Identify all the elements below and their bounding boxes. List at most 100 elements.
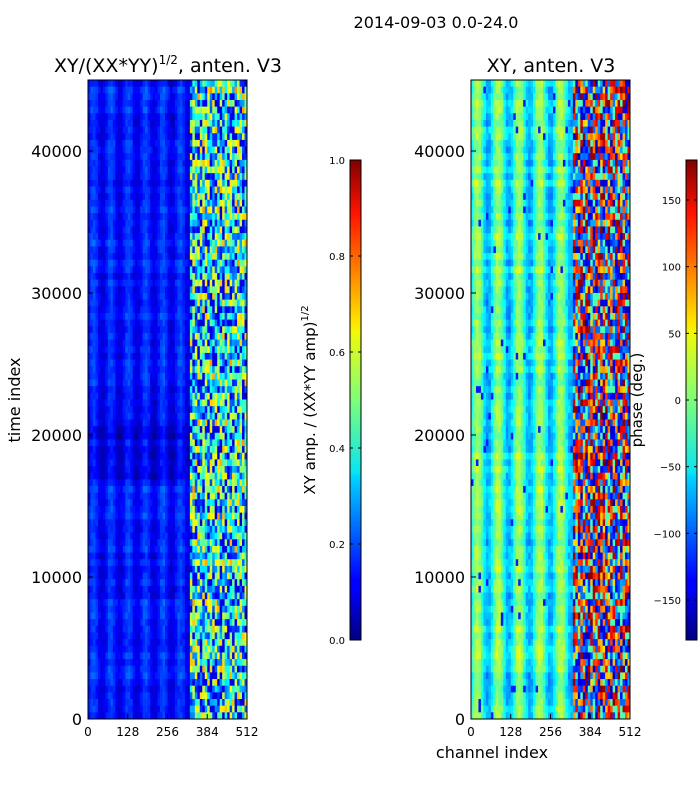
heatmap-cell [135,166,139,174]
heatmap-cell [199,459,203,467]
heatmap-cell [155,153,158,161]
heatmap-cell [217,492,221,500]
heatmap-cell [110,213,114,221]
heatmap-cell [174,246,178,254]
heatmap-cell [112,266,116,274]
heatmap-cell [224,379,228,387]
heatmap-cell [189,113,193,121]
heatmap-cell [177,592,181,600]
heatmap-cell [147,572,151,580]
heatmap-cell [110,572,114,580]
heatmap-cell [107,80,111,88]
heatmap-cell [135,506,139,514]
heatmap-cell [222,466,226,474]
heatmap-cell [150,446,153,454]
heatmap-cell [88,352,91,360]
heatmap-cell [97,565,101,573]
heatmap-cell [132,412,136,420]
heatmap-cell [179,439,183,447]
heatmap-cell [95,359,99,367]
heatmap-cell [167,273,171,281]
heatmap-cell [102,206,106,214]
heatmap-cell [92,572,96,580]
heatmap-cell [140,585,144,593]
heatmap-cell [117,166,121,174]
heatmap-cell [204,286,208,294]
heatmap-cell [174,352,178,360]
heatmap-cell [187,399,191,407]
heatmap-cell [199,366,203,374]
heatmap-cell [202,432,206,440]
heatmap-cell [142,519,146,527]
heatmap-cell [88,432,91,440]
heatmap-cell [234,552,238,560]
heatmap-cell [239,379,243,387]
heatmap-cell [189,466,193,474]
heatmap-cell [194,339,198,347]
heatmap-cell [172,306,176,314]
heatmap-cell [204,486,208,494]
heatmap-cell [222,392,226,400]
heatmap-cell [142,579,146,587]
heatmap-cell [110,139,114,147]
heatmap-cell [234,306,238,314]
heatmap-cell [97,406,101,414]
heatmap-cell [152,306,156,314]
heatmap-cell [105,506,109,514]
heatmap-cell [105,306,109,314]
heatmap-cell [110,559,114,567]
heatmap-cell [90,306,94,314]
heatmap-cell [202,379,206,387]
heatmap-cell [179,99,183,108]
heatmap-cell [227,565,231,573]
heatmap-cell [202,366,206,374]
heatmap-cell [150,273,153,281]
heatmap-cell [115,293,119,301]
heatmap-cell [135,173,139,181]
heatmap-cell [197,173,201,181]
heatmap-cell [167,346,171,354]
heatmap-cell [222,506,226,514]
heatmap-cell [214,306,218,314]
heatmap-cell [100,572,104,580]
heatmap-cell [239,273,243,281]
heatmap-cell [197,93,201,101]
heatmap-cell [150,153,153,161]
heatmap-cell [217,246,221,254]
heatmap-cell [204,299,208,307]
heatmap-cell [145,153,149,161]
heatmap-cell [214,139,218,147]
heatmap-cell [169,572,173,580]
heatmap-cell [212,426,216,434]
heatmap-cell [150,565,153,573]
heatmap-cell [132,266,136,274]
heatmap-cell [189,579,193,587]
heatmap-cell [169,306,173,314]
heatmap-cell [142,572,146,580]
heatmap-cell [237,266,240,274]
heatmap-cell [222,446,226,454]
heatmap-cell [219,459,223,467]
heatmap-cell [174,512,178,520]
heatmap-cell [150,339,153,347]
heatmap-cell [229,392,233,400]
heatmap-cell [145,226,149,234]
heatmap-cell [120,406,124,414]
heatmap-cell [239,166,243,174]
heatmap-cell [189,253,193,261]
heatmap-cell [150,359,153,367]
heatmap-cell [239,432,243,440]
heatmap-cell [105,446,109,454]
heatmap-cell [105,159,109,167]
heatmap-cell [125,506,129,514]
heatmap-cell [239,346,243,354]
heatmap-cell [179,506,183,514]
heatmap-cell [187,446,191,454]
heatmap-cell [177,479,181,487]
heatmap-cell [229,326,233,334]
heatmap-cell [122,419,126,427]
heatmap-cell [152,346,156,354]
heatmap-cell [202,279,206,287]
heatmap-cell [214,332,218,340]
heatmap-cell [160,239,163,247]
